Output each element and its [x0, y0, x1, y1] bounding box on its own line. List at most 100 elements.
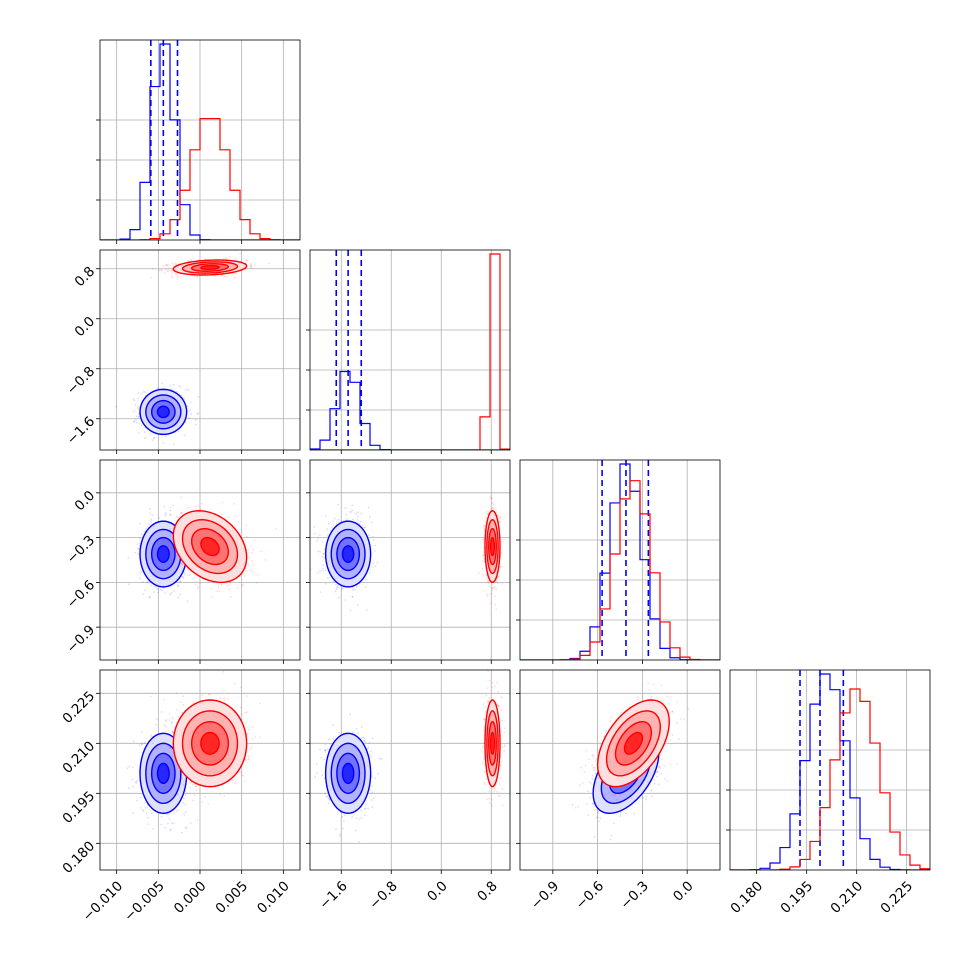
scatter-point — [150, 812, 153, 815]
scatter-point — [134, 403, 137, 406]
scatter-point — [175, 515, 178, 518]
scatter-point — [141, 808, 144, 811]
scatter-point — [144, 807, 146, 809]
scatter-point — [158, 269, 161, 272]
scatter-point — [210, 587, 213, 590]
density-fill-1 — [200, 537, 220, 556]
scatter-point — [364, 526, 367, 529]
scatter-point — [133, 399, 136, 402]
scatter-point — [139, 577, 142, 580]
scatter-point — [332, 520, 335, 523]
scatter-point — [142, 593, 144, 596]
scatter-point — [210, 595, 213, 598]
panel-3-0: −0.010−0.005 0.000 0.005 0.0100.1800.1950.2… — [60, 669, 301, 925]
scatter-point — [138, 744, 141, 747]
scatter-point — [164, 272, 166, 274]
scatter-point — [485, 573, 488, 576]
scatter-point — [245, 524, 248, 527]
scatter-point — [174, 768, 177, 771]
scatter-point — [188, 416, 190, 419]
scatter-point — [183, 434, 186, 437]
scatter-point — [152, 828, 155, 830]
scatter-point — [170, 591, 173, 594]
scatter-point — [144, 391, 147, 394]
scatter-point — [494, 586, 496, 589]
scatter-point — [364, 586, 367, 588]
scatter-point — [247, 759, 250, 761]
scatter-point — [249, 262, 252, 265]
scatter-point — [126, 767, 129, 770]
scatter-point — [187, 259, 190, 262]
scatter-point — [247, 563, 250, 566]
scatter-point — [178, 384, 181, 387]
scatter-point — [250, 544, 252, 547]
scatter-point — [152, 525, 155, 528]
scatter-point — [143, 431, 146, 433]
contour-line-1 — [181, 518, 239, 575]
scatter-point — [137, 405, 140, 408]
scatter-point — [172, 822, 175, 825]
scatter-point — [249, 263, 252, 266]
scatter-point — [174, 272, 177, 275]
scatter-point — [167, 813, 170, 816]
scatter-point — [164, 720, 167, 723]
scatter-point — [170, 275, 173, 278]
scatter-point — [337, 519, 340, 521]
scatter-point — [132, 740, 135, 743]
scatter-point — [275, 527, 278, 530]
scatter-point — [140, 743, 143, 746]
scatter-point — [149, 734, 152, 736]
scatter-point — [496, 580, 498, 583]
scatter-point — [218, 590, 221, 593]
scatter-point — [177, 585, 179, 588]
scatter-point — [319, 570, 321, 572]
scatter-point — [235, 258, 237, 261]
scatter-point — [491, 508, 494, 511]
scatter-point — [356, 518, 359, 521]
scatter-point — [371, 565, 373, 568]
scatter-point — [226, 256, 229, 259]
scatter-point — [324, 569, 327, 572]
scatter-point — [223, 697, 226, 700]
scatter-point — [216, 590, 218, 593]
scatter-point — [214, 274, 216, 277]
scatter-point — [248, 728, 250, 731]
scatter-point — [167, 268, 170, 270]
scatter-point — [334, 517, 336, 520]
scatter-point — [499, 521, 501, 524]
scatter-point — [484, 515, 487, 518]
scatter-point — [503, 539, 505, 542]
scatter-point — [259, 550, 262, 553]
scatter-point — [494, 595, 497, 598]
scatter-point — [501, 541, 504, 544]
scatter-point — [374, 544, 377, 547]
scatter-point — [148, 596, 151, 598]
scatter-point — [164, 826, 166, 829]
scatter-point — [128, 787, 130, 789]
scatter-point — [495, 511, 498, 514]
scatter-point — [341, 587, 344, 590]
scatter-point — [245, 259, 247, 262]
scatter-point — [174, 551, 177, 554]
scatter-point — [169, 527, 172, 530]
scatter-point — [138, 537, 141, 540]
contour-line-0 — [341, 545, 355, 563]
scatter-point — [140, 570, 142, 573]
scatter-point — [373, 550, 376, 552]
scatter-point — [138, 432, 140, 435]
scatter-point — [224, 257, 227, 260]
scatter-point — [165, 264, 167, 267]
panel-0-0 — [96, 39, 301, 244]
scatter-point — [144, 437, 146, 439]
scatter-point — [179, 580, 182, 583]
contour-line-0 — [145, 394, 182, 430]
scatter-point — [355, 586, 358, 588]
scatter-point — [325, 515, 328, 517]
scatter-point — [153, 558, 156, 561]
density-fill-0 — [342, 545, 354, 563]
scatter-point — [172, 263, 175, 266]
scatter-point — [317, 537, 320, 540]
scatter-point — [147, 816, 149, 819]
scatter-point — [185, 826, 188, 829]
